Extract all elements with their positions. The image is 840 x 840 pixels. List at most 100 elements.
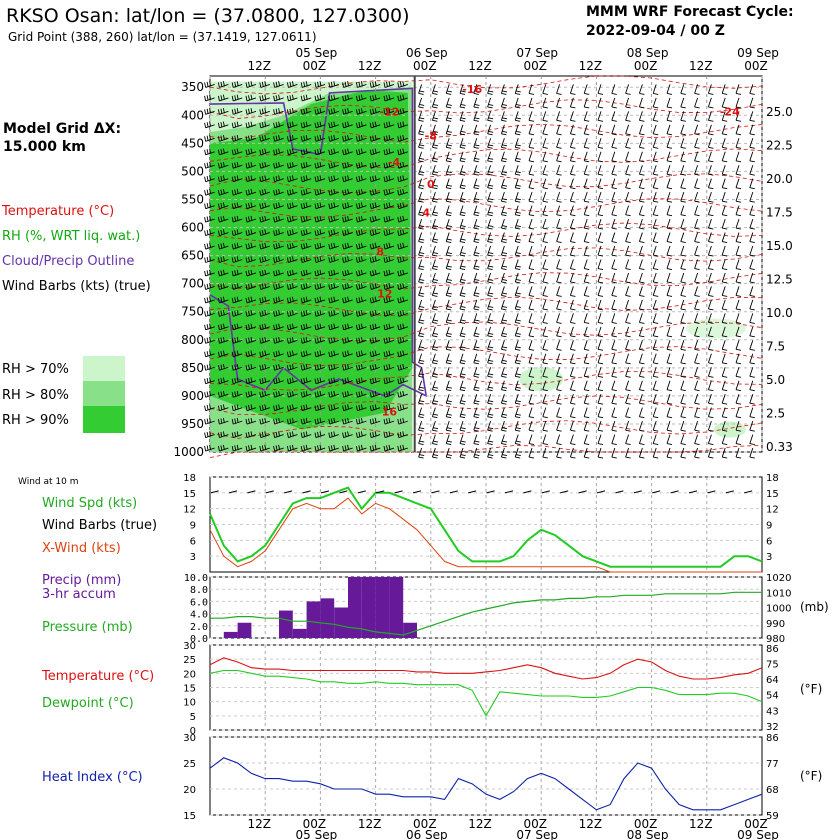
wind-barb-flag — [556, 443, 562, 446]
wind-barb-flag — [386, 297, 388, 303]
wind-barb-flag — [397, 419, 400, 425]
wind-barb-flag — [264, 283, 267, 289]
wind-barb — [487, 447, 492, 458]
wind-barb-flag — [291, 444, 294, 450]
wind-barb-flag — [584, 214, 590, 217]
wind-barb-flag — [248, 364, 250, 370]
wind-barb-flag — [259, 257, 262, 263]
pressure-legend: Pressure (mb) — [42, 620, 133, 635]
wind-barb-flag — [204, 419, 207, 425]
hi-y-tick-right: 68 — [766, 785, 779, 796]
wind-barb-flag — [319, 417, 322, 424]
surface-wind-barb — [320, 490, 330, 494]
wind-barb-flag — [360, 350, 363, 356]
wind-barb-flag — [680, 92, 686, 95]
wind-barb-flag — [418, 146, 424, 149]
wind-barb-flag — [289, 283, 292, 289]
wind-barb — [694, 124, 699, 134]
wind-barb-flag — [305, 161, 308, 168]
wind-barb-flag — [722, 281, 728, 284]
wind-barb-flag — [236, 148, 239, 154]
hi-y-tick-right: 86 — [766, 733, 779, 744]
wind-barb-flag — [666, 416, 673, 419]
wind-barb-flag — [402, 121, 405, 127]
wind-barb-flag — [597, 443, 604, 446]
wind-barb — [611, 218, 616, 229]
wind-barb-flag — [204, 82, 207, 88]
wind-barb-flag — [446, 171, 452, 174]
wind-barb-flag — [388, 108, 391, 114]
wind-y-tick: 3 — [190, 552, 196, 563]
wind-barb-flag — [314, 445, 317, 452]
wind-barb-flag — [305, 444, 308, 450]
wind-barb — [418, 178, 423, 188]
wind-barb-flag — [418, 200, 424, 203]
wind-barb — [418, 259, 423, 269]
wind-barb — [707, 259, 712, 269]
wind-barb-flag — [231, 405, 234, 411]
wind-barb-flag — [330, 324, 333, 330]
wind-barb — [638, 434, 643, 444]
wind-barb-flag — [418, 295, 424, 297]
wind-barb-flag — [515, 416, 521, 419]
wind-barb-flag — [250, 108, 253, 114]
wind-barb-flag — [330, 95, 333, 101]
wind-barb-flag — [261, 297, 264, 303]
bottom-day-label: 09 Sep — [737, 828, 779, 840]
wind-barb — [611, 165, 616, 175]
wind-barb — [514, 407, 519, 417]
wind-barb-flag — [245, 324, 248, 330]
wind-barb-flag — [305, 390, 308, 397]
wind-barb-flag — [319, 108, 322, 114]
wind-barb — [652, 340, 657, 350]
wind-barb-flag — [319, 81, 322, 87]
wind-barb — [666, 353, 671, 363]
wind-barb-flag — [286, 122, 289, 128]
wind-barb-flag — [328, 122, 331, 128]
wind-barb-flag — [291, 310, 294, 316]
wind-barb — [680, 192, 685, 202]
wind-barb-flag — [399, 229, 402, 236]
wind-barb-flag — [372, 189, 375, 195]
wind-barb — [542, 138, 547, 148]
wind-barb-flag — [328, 257, 331, 263]
wind-barb — [500, 326, 505, 336]
wind-barb-flag — [330, 108, 333, 114]
wind-barb-flag — [360, 229, 363, 235]
wind-barb — [735, 447, 740, 458]
wind-barb-flag — [487, 402, 493, 405]
wind-barb — [556, 353, 561, 363]
wind-barb-flag — [488, 198, 494, 201]
wind-barb-flag — [374, 215, 377, 221]
wind-barb-flag — [259, 338, 262, 344]
wind-barb-flag — [528, 281, 535, 284]
wind-barb-flag — [666, 200, 673, 203]
wind-barb-flag — [261, 378, 264, 384]
surface-wind-barb — [633, 490, 642, 494]
wind-barb-flag — [459, 443, 466, 446]
wind-barb — [749, 394, 754, 404]
wind-barb-flag — [204, 365, 207, 371]
wind-barb-flag — [273, 392, 276, 398]
wind-barb-flag — [488, 103, 494, 106]
wind-barb — [611, 84, 616, 94]
wind-barb-flag — [360, 242, 363, 248]
wind-barb — [694, 232, 699, 242]
wind-barb-flag — [402, 269, 405, 275]
wind-barb-flag — [300, 311, 303, 317]
wind-barb — [514, 340, 519, 350]
wind-barb-flag — [666, 214, 673, 217]
wind-barb-flag — [342, 163, 345, 169]
wind-barb-flag — [556, 348, 562, 351]
wind-barb-flag — [317, 445, 319, 451]
wind-barb — [431, 205, 436, 215]
wind-barb-flag — [303, 229, 306, 236]
wind-barb-flag — [459, 160, 466, 163]
wind-barb-flag — [556, 106, 562, 109]
wind-barb-flag — [611, 416, 617, 419]
wind-barb-flag — [333, 377, 336, 383]
wind-barb-flag — [625, 241, 631, 244]
wind-barb-flag — [305, 148, 308, 154]
wind-barb-flag — [303, 176, 306, 182]
wind-barb-flag — [708, 375, 714, 378]
